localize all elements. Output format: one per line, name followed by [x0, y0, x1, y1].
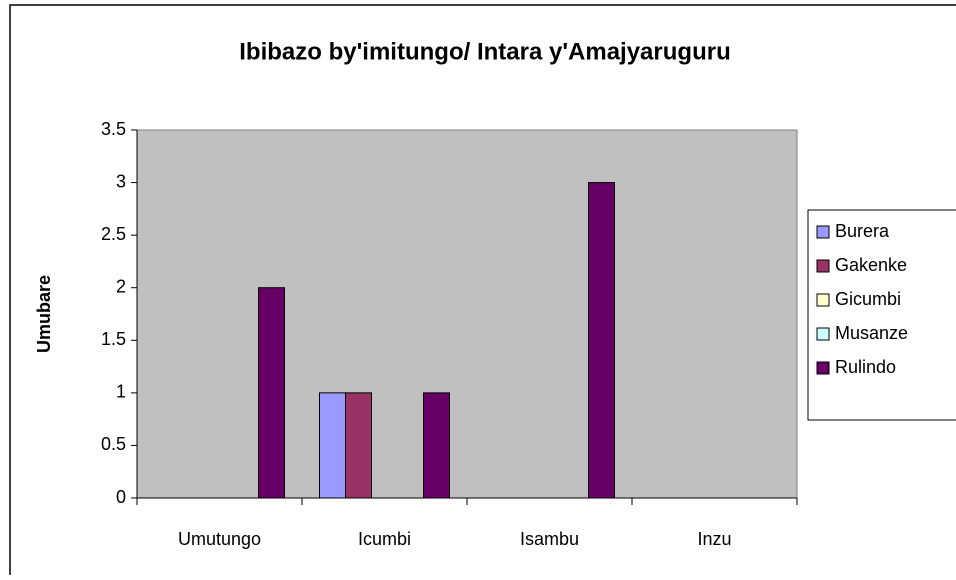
bar	[258, 287, 285, 499]
y-tick-label: 2.5	[101, 224, 126, 244]
y-tick-label: 3.5	[101, 119, 126, 139]
y-tick-label: 0	[116, 487, 126, 507]
y-tick-label: 1	[116, 382, 126, 402]
legend-label: Gicumbi	[835, 289, 901, 309]
legend-label: Burera	[835, 221, 890, 241]
legend-label: Musanze	[835, 323, 908, 343]
y-axis-label: Umubare	[34, 275, 54, 353]
y-tick-label: 0.5	[101, 434, 126, 454]
x-tick-label: Umutungo	[178, 529, 261, 549]
legend-swatch	[816, 361, 830, 375]
bar	[588, 182, 615, 499]
bar	[345, 392, 372, 499]
x-tick-label: Isambu	[520, 529, 579, 549]
y-tick-label: 1.5	[101, 329, 126, 349]
x-tick-label: Icumbi	[358, 529, 411, 549]
chart-title: Ibibazo by'imitungo/ Intara y'Amajyarugu…	[239, 38, 730, 65]
plot-area	[136, 129, 798, 499]
y-tick-label: 2	[116, 276, 126, 296]
legend-swatch	[816, 327, 830, 341]
bar	[423, 392, 450, 499]
bar	[319, 392, 346, 499]
legend-swatch	[816, 293, 830, 307]
x-tick-label: Inzu	[697, 529, 731, 549]
y-tick-label: 3	[116, 171, 126, 191]
legend-label: Rulindo	[835, 357, 896, 377]
legend-swatch	[816, 259, 830, 273]
legend	[807, 209, 956, 421]
legend-swatch	[816, 225, 830, 239]
legend-label: Gakenke	[835, 255, 907, 275]
